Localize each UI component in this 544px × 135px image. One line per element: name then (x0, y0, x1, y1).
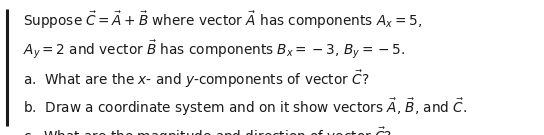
Text: b.  Draw a coordinate system and on it show vectors $\vec{A}$, $\vec{B}$, and $\: b. Draw a coordinate system and on it sh… (23, 97, 467, 118)
Text: a.  What are the $x$- and $y$-components of vector $\vec{C}$?: a. What are the $x$- and $y$-components … (23, 68, 369, 90)
Text: Suppose $\vec{C} = \vec{A} + \vec{B}$ where vector $\vec{A}$ has components $A_x: Suppose $\vec{C} = \vec{A} + \vec{B}$ wh… (23, 9, 422, 31)
Text: $A_y = 2$ and vector $\vec{B}$ has components $B_x = -3$, $B_y = -5$.: $A_y = 2$ and vector $\vec{B}$ has compo… (23, 38, 405, 61)
Text: c.  What are the magnitude and direction of vector $\vec{C}$?: c. What are the magnitude and direction … (23, 126, 392, 135)
